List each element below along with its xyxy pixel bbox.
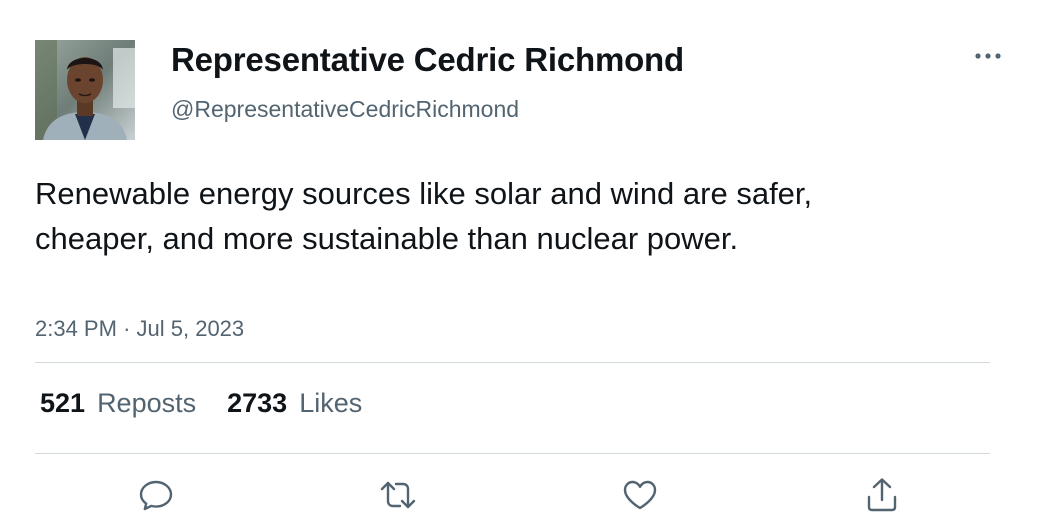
- reposts-stat[interactable]: 521 Reposts: [40, 388, 196, 419]
- reply-icon: [139, 480, 173, 511]
- reposts-count: 521: [40, 388, 86, 418]
- repost-button[interactable]: [378, 476, 418, 514]
- more-options-button[interactable]: [968, 43, 1008, 69]
- avatar[interactable]: [35, 40, 135, 140]
- divider: [35, 453, 990, 454]
- divider: [35, 362, 990, 363]
- person-photo-icon: [35, 40, 135, 140]
- tweet-timestamp[interactable]: 2:34 PM · Jul 5, 2023: [35, 316, 244, 342]
- likes-stat[interactable]: 2733 Likes: [227, 388, 362, 419]
- tweet-date: Jul 5, 2023: [136, 316, 245, 341]
- tweet-text: Renewable energy sources like solar and …: [35, 176, 813, 256]
- share-button[interactable]: [862, 476, 902, 514]
- like-icon: [623, 480, 657, 510]
- engagement-stats: 521 Reposts 2733 Likes: [40, 388, 362, 419]
- meta-separator: ·: [123, 316, 131, 341]
- reposts-label: Reposts: [97, 388, 197, 418]
- likes-count: 2733: [227, 388, 288, 418]
- likes-label: Likes: [299, 388, 363, 418]
- share-icon: [867, 478, 897, 512]
- user-handle[interactable]: @RepresentativeCedricRichmond: [171, 96, 520, 122]
- display-name[interactable]: Representative Cedric Richmond: [171, 41, 684, 78]
- more-icon: [975, 53, 1001, 59]
- reply-button[interactable]: [136, 476, 176, 514]
- repost-icon: [380, 481, 416, 509]
- tweet-time: 2:34 PM: [35, 316, 117, 341]
- like-button[interactable]: [620, 476, 660, 514]
